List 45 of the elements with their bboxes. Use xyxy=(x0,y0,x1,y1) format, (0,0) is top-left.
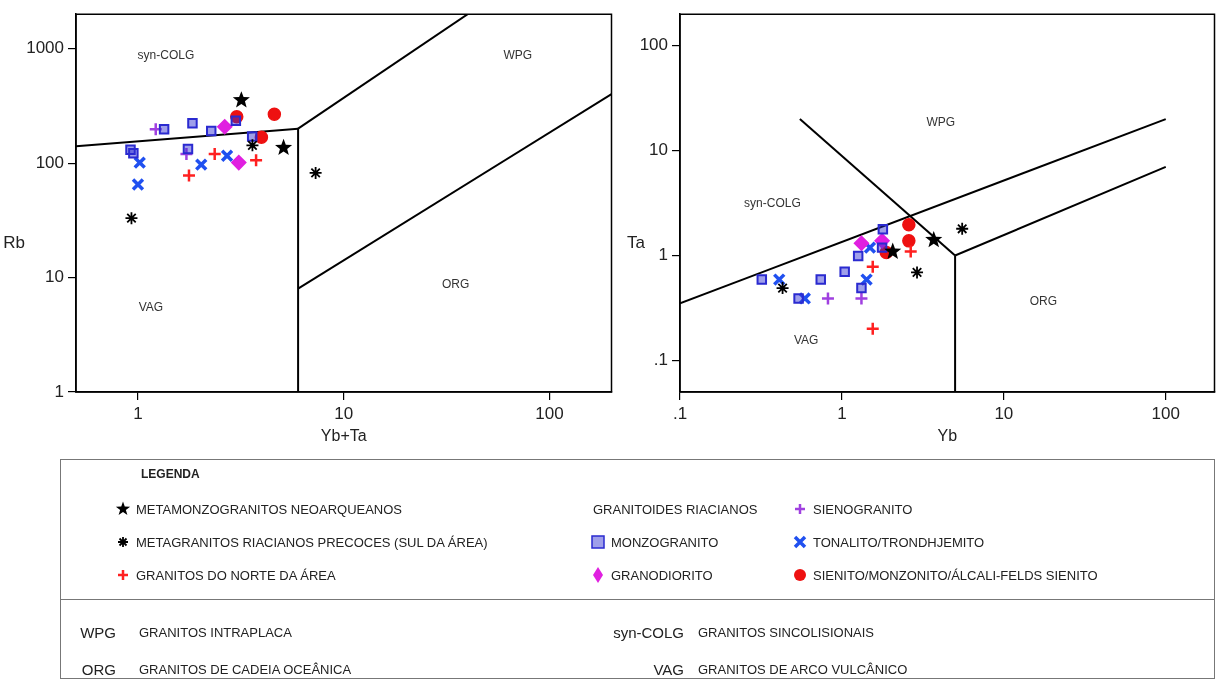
y-tick-label: .1 xyxy=(653,350,668,370)
x-axis-title: Yb+Ta xyxy=(320,426,367,444)
legend-label: GRANODIORITO xyxy=(611,567,713,583)
annotation: WPG xyxy=(503,48,533,63)
legend-title: LEGENDA xyxy=(141,467,200,481)
y-tick-label: 10 xyxy=(649,140,668,160)
annotation: syn-COLG xyxy=(744,196,801,211)
annotation: VAG xyxy=(793,332,819,347)
annotation: ORG xyxy=(1029,293,1058,308)
text: GRANITOS SINCOLISIONAIS xyxy=(698,624,875,640)
x-tick-label: 100 xyxy=(1151,403,1180,423)
text: GRANITOS INTRAPLACA xyxy=(139,624,292,640)
text: GRANITOS DE CADEIA OCEÂNICA xyxy=(139,661,352,677)
x-tick-label: 10 xyxy=(994,403,1014,423)
x-tick-label: 100 xyxy=(535,403,564,423)
x-tick-label: 1 xyxy=(837,403,847,423)
legend-label: TONALITO/TRONDHJEMITO xyxy=(813,534,985,550)
legend-label: GRANITOS DO NORTE DA ÁREA xyxy=(136,567,336,583)
annotation: WPG xyxy=(926,114,956,129)
legend-label: MONZOGRANITO xyxy=(611,534,719,550)
legend-label: SIENITO/MONZONITO/ÁLCALI-FELDS SIENITO xyxy=(813,567,1098,583)
text: WPG xyxy=(80,623,116,641)
annotation: ORG xyxy=(442,277,470,292)
y-tick-label: 1 xyxy=(658,245,668,265)
y-tick-label: 1 xyxy=(54,381,64,401)
x-axis-title: Yb xyxy=(937,426,958,444)
legend-label: METAMONZOGRANITOS NEOARQUEANOS xyxy=(136,501,403,517)
x-tick-label: .1 xyxy=(672,403,688,423)
y-tick-label: 100 xyxy=(35,152,64,172)
y-tick-label: 10 xyxy=(45,267,64,287)
y-axis-title: Rb xyxy=(3,232,25,252)
legend-label: SIENOGRANITO xyxy=(813,501,913,517)
y-tick-label: 1000 xyxy=(26,38,64,58)
x-tick-label: 10 xyxy=(334,403,354,423)
text: syn-COLG xyxy=(613,623,684,641)
text: VAG xyxy=(653,660,684,678)
x-tick-label: 1 xyxy=(133,403,143,423)
text: GRANITOS DE ARCO VULCÂNICO xyxy=(698,661,908,677)
y-axis-title: Ta xyxy=(627,232,646,252)
legend-label: METAGRANITOS RIACIANOS PRECOCES (SUL DA ÁREA) xyxy=(136,534,488,550)
text: GRANITOIDES RIACIANOS xyxy=(593,501,758,517)
text: ORG xyxy=(81,660,116,678)
annotation: syn-COLG xyxy=(137,48,195,63)
annotation: VAG xyxy=(138,299,164,314)
y-tick-label: 100 xyxy=(639,35,668,55)
